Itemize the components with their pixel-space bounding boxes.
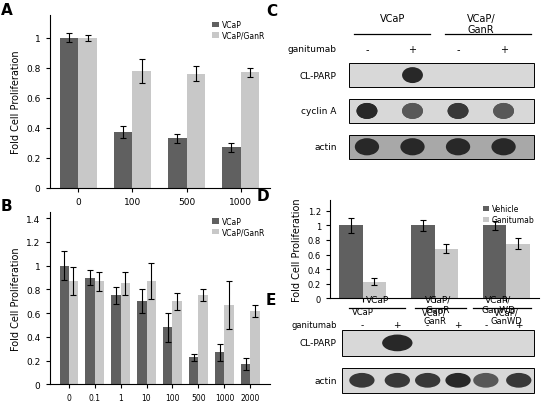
Text: actin: actin	[314, 376, 337, 385]
Bar	[95, 281, 103, 384]
Text: +: +	[409, 45, 416, 54]
Text: cyclin A: cyclin A	[301, 107, 337, 116]
Y-axis label: Fold Cell Proliferation: Fold Cell Proliferation	[10, 247, 20, 350]
Ellipse shape	[356, 104, 377, 119]
Bar	[199, 296, 207, 384]
Text: C: C	[266, 4, 277, 19]
Bar	[222, 148, 240, 188]
Bar	[173, 301, 182, 384]
Bar	[138, 301, 146, 384]
Y-axis label: Fold Cell Proliferation: Fold Cell Proliferation	[292, 198, 302, 301]
Ellipse shape	[402, 104, 423, 119]
Ellipse shape	[448, 104, 469, 119]
Text: actin: actin	[314, 143, 337, 152]
Bar	[342, 330, 534, 356]
Ellipse shape	[402, 68, 423, 84]
Ellipse shape	[382, 335, 412, 351]
Text: A: A	[1, 2, 13, 18]
Ellipse shape	[506, 373, 531, 388]
Text: VCaP/
GanWD: VCaP/ GanWD	[481, 295, 515, 315]
Text: -: -	[360, 320, 364, 329]
Ellipse shape	[402, 104, 423, 119]
Ellipse shape	[493, 104, 514, 119]
Y-axis label: Fold Cell Proliferation: Fold Cell Proliferation	[10, 51, 20, 154]
Bar	[146, 281, 156, 384]
Bar	[349, 99, 534, 124]
Bar	[224, 305, 234, 384]
Bar	[163, 328, 173, 384]
Text: VCaP/
GanR: VCaP/ GanR	[425, 295, 451, 315]
X-axis label: [ganitumab] (nmol/L): [ganitumab] (nmol/L)	[107, 408, 212, 409]
Text: VCaP: VCaP	[365, 295, 389, 304]
Ellipse shape	[493, 104, 514, 119]
Text: +: +	[515, 320, 522, 329]
Bar	[483, 226, 507, 299]
Bar	[59, 39, 79, 188]
Text: E: E	[266, 292, 276, 307]
Bar	[434, 249, 458, 299]
Ellipse shape	[355, 139, 379, 156]
Text: VCaP/
GanR: VCaP/ GanR	[466, 14, 495, 35]
Ellipse shape	[492, 139, 516, 156]
Text: +: +	[499, 45, 508, 54]
Bar	[362, 282, 386, 299]
Text: -: -	[426, 320, 430, 329]
Ellipse shape	[446, 139, 470, 156]
Bar	[507, 244, 530, 299]
Bar	[79, 39, 97, 188]
Bar	[339, 226, 362, 299]
Bar	[69, 281, 78, 384]
Bar	[189, 357, 199, 384]
Bar	[133, 72, 151, 188]
Text: VCaP: VCaP	[379, 14, 405, 24]
Text: B: B	[1, 199, 13, 214]
Bar	[112, 296, 120, 384]
Bar	[168, 139, 186, 188]
Ellipse shape	[473, 373, 498, 388]
Bar	[349, 64, 534, 88]
Text: ganitumab: ganitumab	[291, 320, 337, 329]
Ellipse shape	[384, 373, 410, 388]
Text: -: -	[365, 45, 369, 54]
Bar	[216, 353, 224, 384]
Bar	[250, 311, 260, 384]
Bar	[241, 364, 250, 384]
Bar	[59, 266, 69, 384]
Ellipse shape	[349, 373, 375, 388]
Text: ganitumab: ganitumab	[288, 45, 337, 54]
Bar	[85, 278, 95, 384]
Bar	[411, 226, 434, 299]
Bar	[240, 73, 260, 188]
Text: D: D	[257, 189, 270, 204]
Bar	[120, 284, 130, 384]
Bar	[342, 368, 534, 393]
Bar	[186, 74, 206, 188]
Text: -: -	[456, 45, 460, 54]
Ellipse shape	[400, 139, 425, 156]
Ellipse shape	[448, 104, 469, 119]
Text: CL-PARP: CL-PARP	[300, 72, 337, 81]
Legend: VCaP, VCaP/GanR: VCaP, VCaP/GanR	[212, 216, 266, 238]
Bar	[113, 133, 133, 188]
Legend: Vehicle, Ganitumab: Vehicle, Ganitumab	[482, 204, 535, 225]
Text: +: +	[454, 320, 462, 329]
Ellipse shape	[446, 373, 471, 388]
Text: -: -	[484, 320, 487, 329]
Bar	[349, 135, 534, 160]
Legend: VCaP, VCaP/GanR: VCaP, VCaP/GanR	[212, 20, 266, 41]
Ellipse shape	[415, 373, 441, 388]
X-axis label: [ganitumab] (nmol/L): [ganitumab] (nmol/L)	[107, 212, 212, 222]
Text: CL-PARP: CL-PARP	[300, 339, 337, 348]
Text: +: +	[394, 320, 401, 329]
Ellipse shape	[356, 104, 377, 119]
